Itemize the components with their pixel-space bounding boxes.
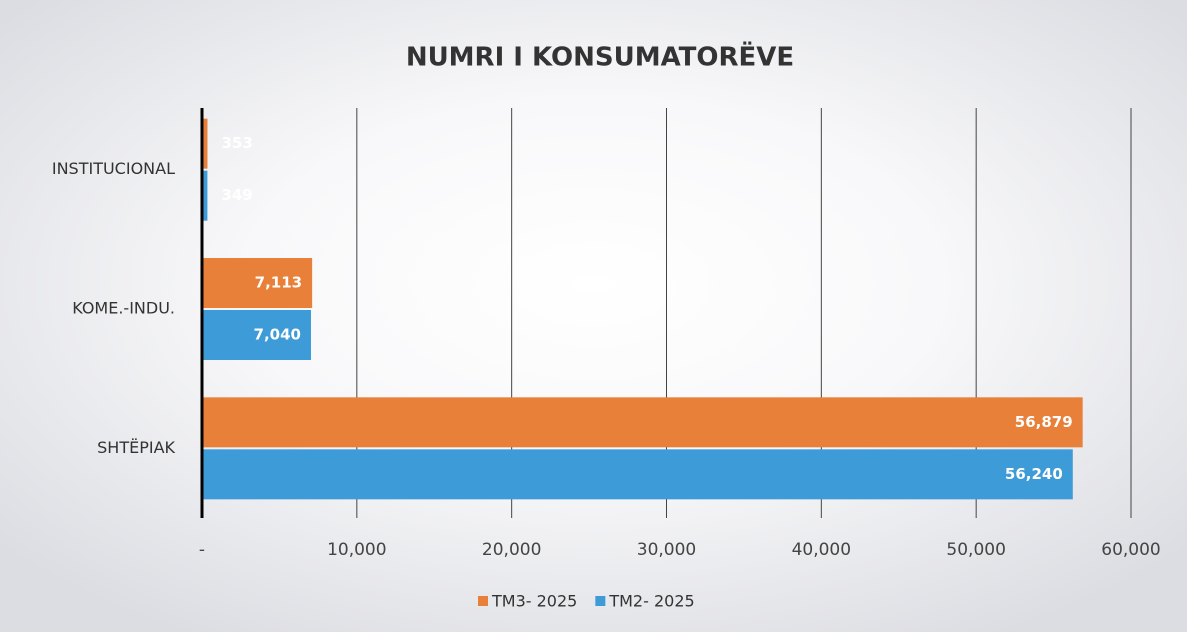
legend-swatch [595,596,606,606]
data-label: 56,240 [1005,465,1063,483]
x-tick-label: 20,000 [482,540,541,560]
data-label: 7,113 [255,274,302,292]
x-tick-label: 30,000 [637,540,696,560]
x-tick-label: - [199,540,205,560]
data-label: 56,879 [1015,413,1073,431]
legend-label: TM3- 2025 [491,592,577,611]
y-tick-label: SHTËPIAK [97,438,175,457]
x-tick-label: 60,000 [1101,540,1160,560]
chart-title: NUMRI I KONSUMATORËVE [406,41,794,73]
y-tick-label: INSTITUCIONAL [52,159,175,178]
legend-swatch [478,596,488,606]
x-tick-label: 40,000 [792,540,851,560]
data-label: 7,040 [254,326,301,344]
legend-label: TM2- 2025 [608,592,694,611]
bar [202,310,312,360]
data-label: 349 [221,186,252,204]
x-tick-label: 50,000 [946,540,1005,560]
x-tick-label: 10,000 [327,540,386,560]
data-label: 353 [221,134,252,152]
y-tick-label: KOME.-INDU. [72,299,175,318]
bar [202,170,208,221]
bar [202,449,1073,500]
bar [202,118,208,169]
bar [202,258,313,308]
bar [202,397,1083,448]
